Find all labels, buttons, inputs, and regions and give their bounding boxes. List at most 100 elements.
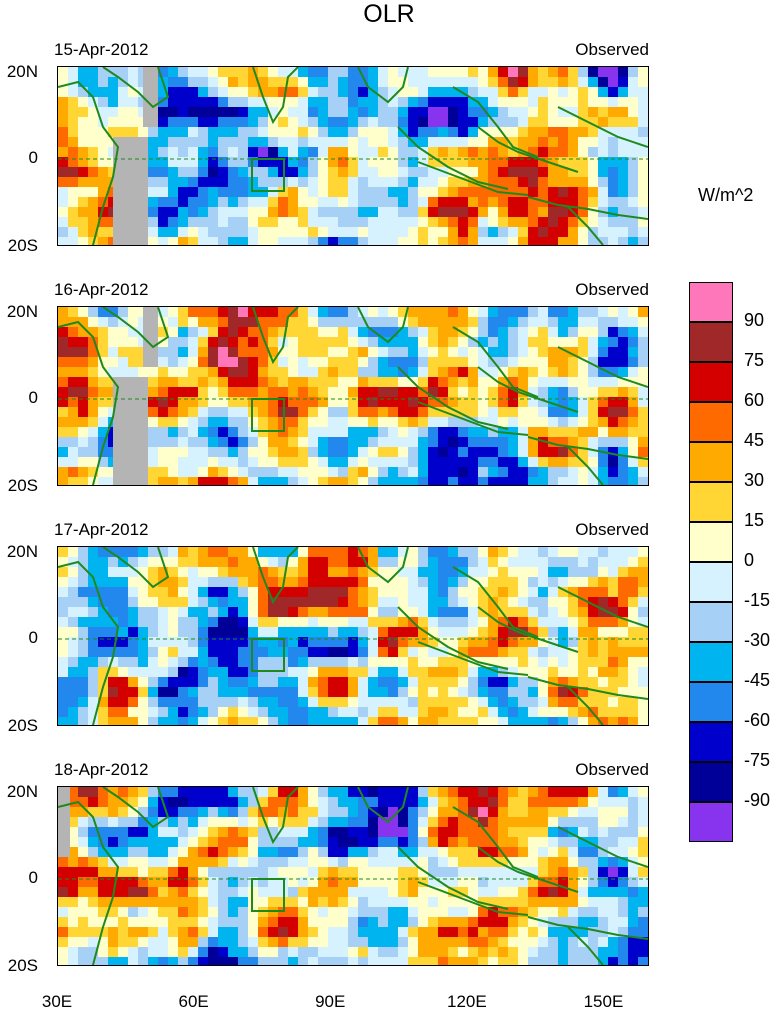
- olr-cell: [418, 817, 429, 828]
- olr-cell: [408, 607, 419, 618]
- olr-cell: [558, 647, 569, 658]
- olr-cell: [168, 317, 179, 328]
- olr-cell: [448, 197, 459, 208]
- olr-cell: [148, 367, 159, 378]
- olr-cell: [498, 447, 509, 458]
- olr-cell: [448, 397, 459, 408]
- olr-cell: [448, 217, 459, 228]
- olr-cell: [568, 697, 579, 708]
- olr-cell: [438, 717, 449, 725]
- olr-cell: [438, 637, 449, 648]
- olr-cell: [338, 417, 349, 428]
- olr-cell: [278, 387, 289, 398]
- olr-cell: [368, 127, 379, 138]
- olr-cell: [608, 927, 619, 938]
- olr-cell: [498, 467, 509, 478]
- olr-cell: [558, 917, 569, 928]
- olr-cell: [118, 927, 129, 938]
- olr-cell: [78, 177, 89, 188]
- olr-cell: [218, 387, 229, 398]
- olr-cell: [568, 947, 579, 958]
- olr-cell: [248, 457, 259, 468]
- olr-cell: [458, 307, 469, 318]
- olr-cell: [158, 237, 169, 245]
- olr-cell: [178, 147, 189, 158]
- olr-cell: [358, 137, 369, 148]
- olr-cell: [518, 817, 529, 828]
- olr-cell: [228, 847, 239, 858]
- olr-cell: [128, 67, 139, 78]
- olr-cell: [568, 717, 579, 725]
- olr-cell: [448, 317, 459, 328]
- olr-cell: [428, 947, 439, 958]
- olr-cell: [628, 707, 639, 718]
- olr-cell: [208, 377, 219, 388]
- olr-cell: [518, 187, 529, 198]
- olr-cell: [298, 137, 309, 148]
- olr-cell: [608, 837, 619, 848]
- olr-cell: [508, 787, 519, 798]
- panel-series-label: Observed: [575, 280, 649, 299]
- olr-cell: [358, 547, 369, 558]
- olr-cell: [198, 807, 209, 818]
- olr-cell: [258, 407, 269, 418]
- olr-cell: [498, 577, 509, 588]
- olr-cell: [388, 587, 399, 598]
- olr-cell: [338, 357, 349, 368]
- olr-cell: [128, 327, 139, 338]
- olr-cell: [438, 67, 449, 78]
- olr-cell: [148, 597, 159, 608]
- olr-cell: [528, 187, 539, 198]
- olr-cell: [548, 717, 559, 725]
- olr-cell: [238, 677, 249, 688]
- olr-cell: [78, 637, 89, 648]
- olr-cell: [538, 937, 549, 948]
- olr-cell: [268, 457, 279, 468]
- olr-cell: [418, 677, 429, 688]
- olr-cell: [98, 717, 109, 725]
- olr-cell: [208, 697, 219, 708]
- olr-cell: [598, 127, 609, 138]
- olr-cell: [68, 547, 79, 558]
- olr-cell: [528, 147, 539, 158]
- olr-cell: [138, 637, 149, 648]
- olr-cell: [238, 587, 249, 598]
- olr-cell: [458, 417, 469, 428]
- olr-cell: [608, 957, 619, 965]
- olr-cell: [458, 397, 469, 408]
- olr-cell: [338, 457, 349, 468]
- olr-cell: [478, 457, 489, 468]
- olr-cell: [538, 407, 549, 418]
- olr-cell: [318, 457, 329, 468]
- olr-cell: [268, 547, 279, 558]
- olr-cell: [518, 197, 529, 208]
- olr-cell: [558, 237, 569, 245]
- olr-cell: [218, 847, 229, 858]
- olr-cell: [338, 307, 349, 318]
- olr-cell: [528, 557, 539, 568]
- olr-cell: [308, 227, 319, 238]
- olr-cell: [138, 577, 149, 588]
- olr-cell: [498, 307, 509, 318]
- olr-cell: [298, 347, 309, 358]
- olr-cell: [138, 617, 149, 628]
- olr-cell: [528, 807, 539, 818]
- olr-cell: [128, 647, 139, 658]
- olr-cell: [198, 617, 209, 628]
- olr-cell: [78, 397, 89, 408]
- olr-cell: [528, 697, 539, 708]
- olr-cell: [128, 337, 139, 348]
- olr-cell: [498, 707, 509, 718]
- olr-cell: [218, 147, 229, 158]
- olr-cell: [328, 477, 339, 485]
- olr-cell: [348, 657, 359, 668]
- olr-cell: [578, 467, 589, 478]
- olr-cell: [548, 927, 559, 938]
- olr-cell: [148, 467, 159, 478]
- olr-cell: [298, 547, 309, 558]
- olr-cell: [208, 717, 219, 725]
- olr-cell: [458, 667, 469, 678]
- olr-cell: [278, 447, 289, 458]
- olr-cell: [598, 887, 609, 898]
- olr-cell: [598, 797, 609, 808]
